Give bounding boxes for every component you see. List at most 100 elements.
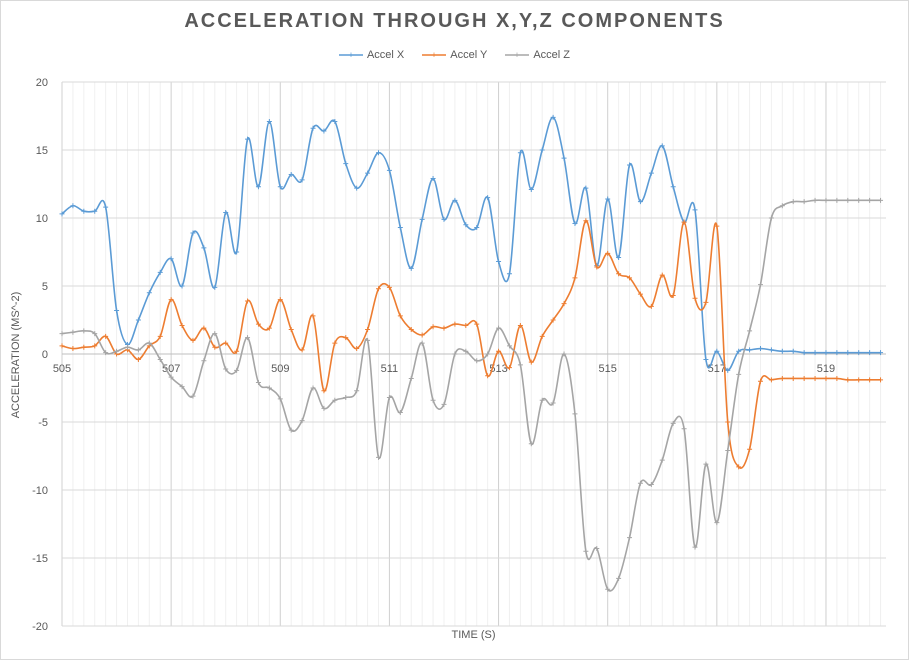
data-point-accel-y xyxy=(812,375,818,381)
data-point-accel-x xyxy=(354,185,360,191)
data-point-accel-z xyxy=(528,441,534,447)
legend-swatch-accel-y: + xyxy=(422,50,447,60)
data-point-accel-x xyxy=(463,222,469,228)
data-point-accel-x xyxy=(506,271,512,277)
data-point-accel-y xyxy=(834,375,840,381)
legend-label-accel-x: Accel X xyxy=(366,49,405,61)
data-point-accel-y xyxy=(201,325,207,331)
data-point-accel-x xyxy=(146,290,152,296)
data-point-accel-y xyxy=(670,293,676,299)
data-point-accel-x xyxy=(70,203,76,209)
data-point-accel-y xyxy=(332,340,338,346)
data-point-accel-x xyxy=(343,161,349,167)
data-point-accel-y xyxy=(474,321,480,327)
data-point-accel-x xyxy=(496,259,502,265)
data-point-accel-y xyxy=(288,327,294,333)
data-point-accel-x xyxy=(419,216,425,222)
data-point-accel-x xyxy=(408,265,414,271)
data-point-accel-y xyxy=(757,378,763,384)
data-point-accel-z xyxy=(408,375,414,381)
data-point-accel-x xyxy=(288,171,294,177)
data-point-accel-z xyxy=(692,544,698,550)
data-point-accel-x xyxy=(179,283,185,289)
data-point-accel-x xyxy=(430,176,436,182)
data-point-accel-x xyxy=(703,356,709,362)
svg-text:+: + xyxy=(348,50,353,60)
data-point-accel-y xyxy=(572,275,578,281)
data-point-accel-x xyxy=(572,220,578,226)
data-point-accel-y xyxy=(583,218,589,224)
data-point-accel-z xyxy=(812,197,818,203)
data-point-accel-y xyxy=(703,299,709,305)
data-point-accel-y xyxy=(343,335,349,341)
data-point-accel-y xyxy=(550,317,556,323)
data-point-accel-z xyxy=(856,197,862,203)
data-point-accel-y xyxy=(135,356,141,362)
data-point-accel-x xyxy=(485,195,491,201)
data-point-accel-x xyxy=(452,197,458,203)
x-tick-label: 511 xyxy=(381,363,399,375)
y-tick-label: -15 xyxy=(32,553,48,565)
data-point-accel-z xyxy=(441,401,447,407)
data-point-accel-y xyxy=(692,295,698,301)
data-point-accel-y xyxy=(747,446,753,452)
data-point-accel-z xyxy=(496,325,502,331)
data-point-accel-x xyxy=(659,143,665,149)
data-point-accel-x xyxy=(201,245,207,251)
data-point-accel-y xyxy=(245,298,251,304)
legend-label-accel-y: Accel Y xyxy=(450,49,488,61)
data-point-accel-x xyxy=(386,167,392,173)
x-tick-label: 517 xyxy=(708,363,726,375)
data-point-accel-x xyxy=(376,150,382,156)
data-point-accel-y xyxy=(59,343,65,349)
data-point-accel-z xyxy=(212,331,218,337)
data-point-accel-y xyxy=(725,419,731,425)
data-point-accel-y xyxy=(234,348,240,354)
legend-label-accel-z: Accel Z xyxy=(533,49,571,61)
data-point-accel-x xyxy=(834,350,840,356)
data-point-accel-y xyxy=(365,327,371,333)
data-point-accel-x xyxy=(266,118,272,124)
x-tick-label: 515 xyxy=(599,363,617,375)
data-point-accel-z xyxy=(201,358,207,364)
data-point-accel-y xyxy=(70,346,76,352)
data-point-accel-z xyxy=(234,367,240,373)
data-point-accel-z xyxy=(670,420,676,426)
data-point-accel-z xyxy=(779,203,785,209)
data-point-accel-z xyxy=(703,461,709,467)
legend-item-accel-y: + Accel Y xyxy=(422,49,487,61)
data-point-accel-z xyxy=(725,448,731,454)
data-point-accel-y xyxy=(616,271,622,277)
data-point-accel-x xyxy=(277,184,283,190)
data-point-accel-z xyxy=(452,351,458,357)
data-point-accel-z xyxy=(506,343,512,349)
data-point-accel-x xyxy=(648,170,654,176)
data-point-accel-y xyxy=(790,375,796,381)
data-point-accel-z xyxy=(179,384,185,390)
data-point-accel-z xyxy=(463,348,469,354)
data-point-accel-x xyxy=(474,225,480,231)
data-point-accel-x xyxy=(616,254,622,260)
data-point-accel-x xyxy=(528,186,534,192)
data-point-accel-z xyxy=(397,409,403,415)
data-point-accel-y xyxy=(496,348,502,354)
data-point-accel-x xyxy=(561,155,567,161)
data-point-accel-y xyxy=(223,340,229,346)
legend-item-accel-z: + Accel Z xyxy=(505,49,570,61)
data-point-accel-x xyxy=(212,284,218,290)
data-point-accel-z xyxy=(637,480,643,486)
data-point-accel-y xyxy=(659,272,665,278)
data-point-accel-x xyxy=(103,204,109,210)
data-point-accel-x xyxy=(583,185,589,191)
data-point-accel-y xyxy=(528,359,534,365)
y-tick-label: 20 xyxy=(36,77,48,89)
data-point-accel-x xyxy=(747,347,753,353)
data-point-accel-z xyxy=(539,397,545,403)
data-point-accel-y xyxy=(321,388,327,394)
data-point-accel-z xyxy=(245,335,251,341)
data-point-accel-z xyxy=(605,586,611,592)
data-point-accel-y xyxy=(441,325,447,331)
data-point-accel-z xyxy=(146,340,152,346)
data-point-accel-z xyxy=(845,197,851,203)
data-point-accel-z xyxy=(616,575,622,581)
